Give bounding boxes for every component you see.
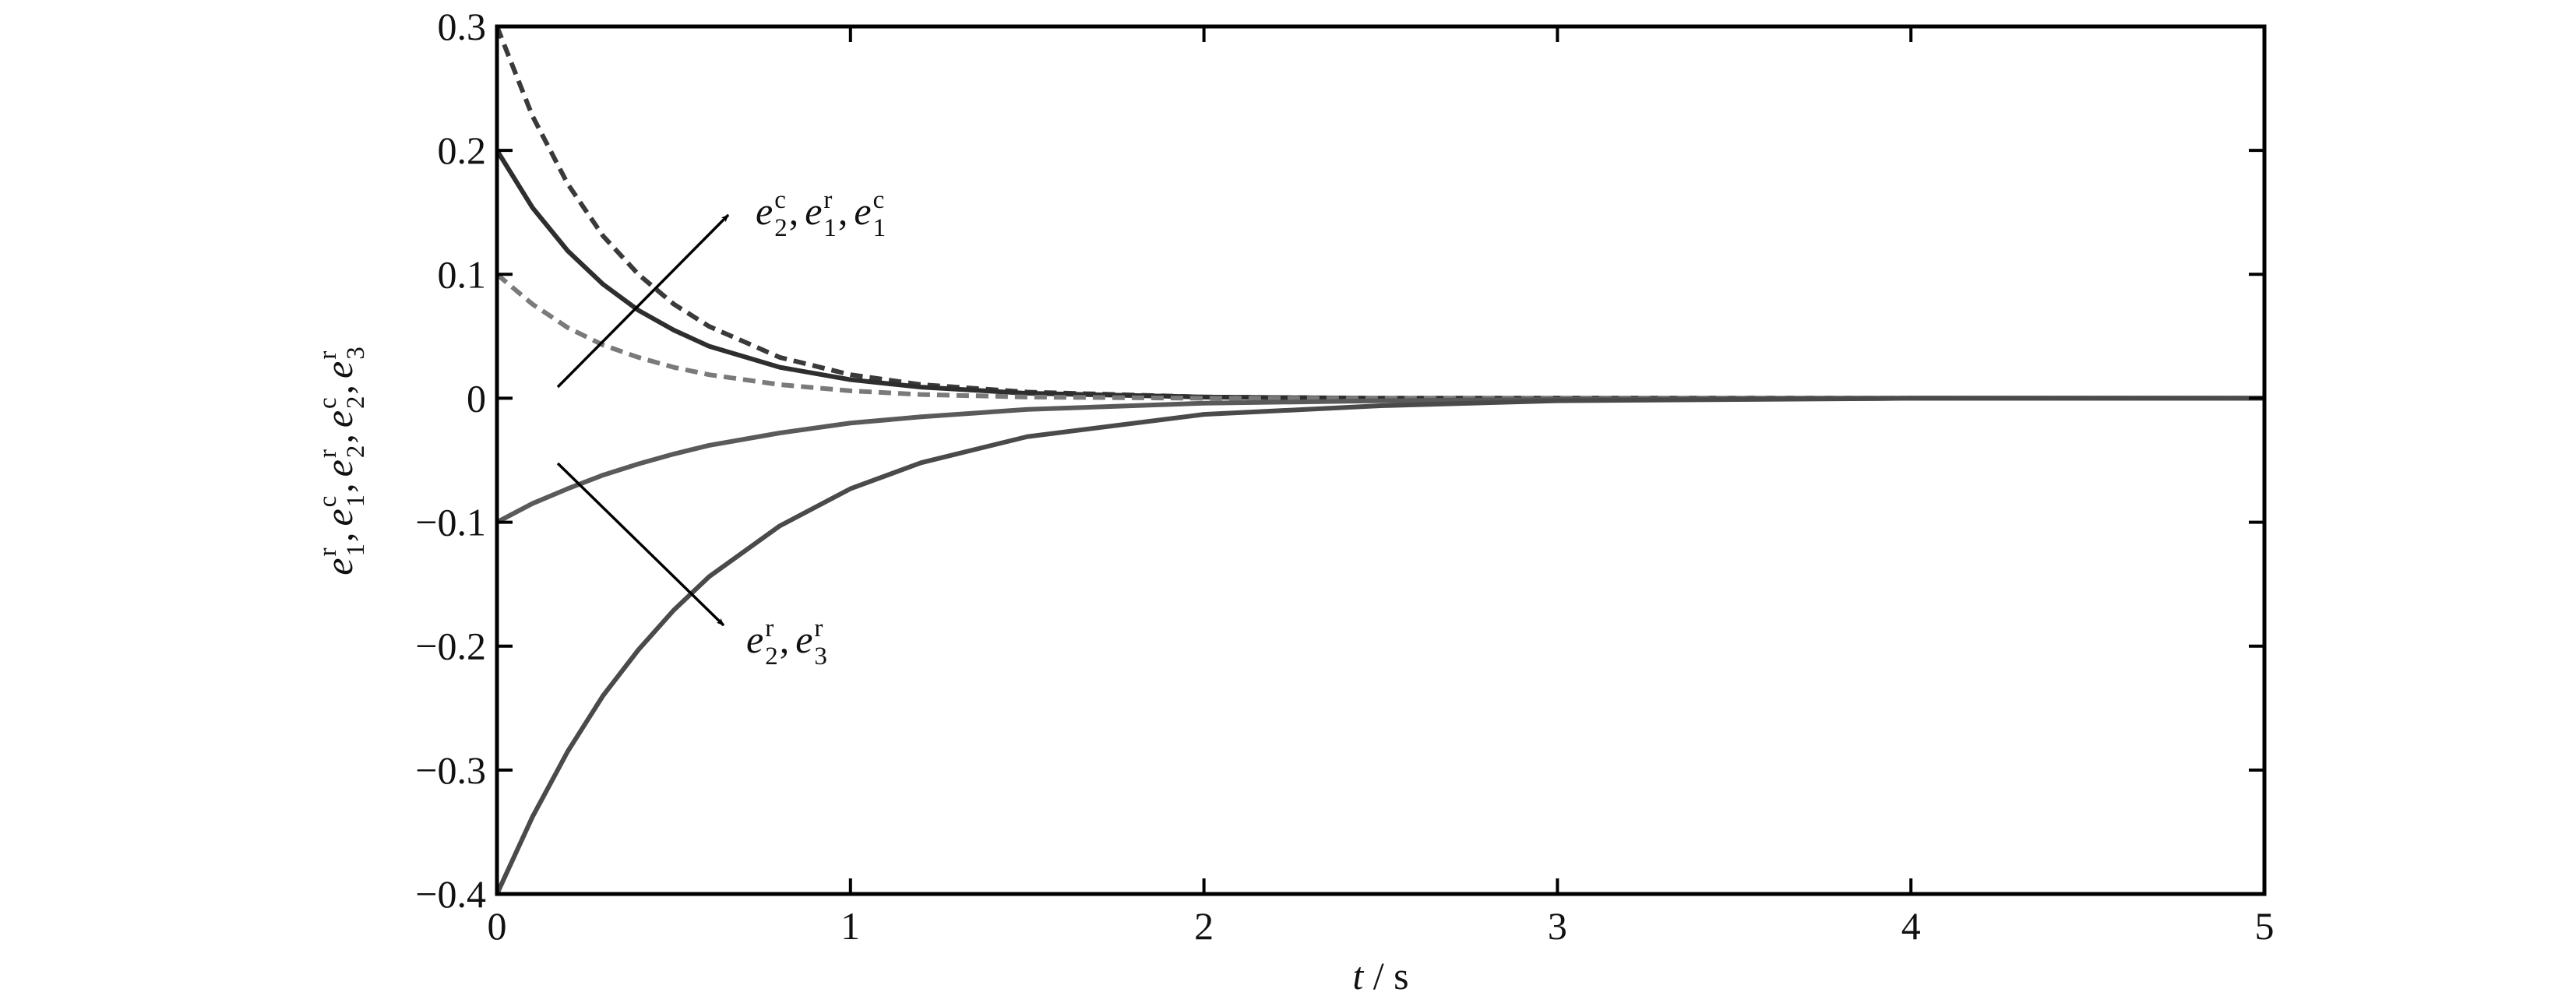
y-label-separator: , [317,434,361,444]
y-label-subscript: 1 [342,544,370,557]
annotation-subscript: 2 [774,214,788,242]
y-label-symbol: e [317,509,361,526]
annotation-superscript: c [873,186,885,214]
y-tick-label: −0.3 [415,748,486,792]
data-line [495,396,2264,896]
y-tick-label: −0.4 [415,872,486,916]
y-label-symbol: e [317,361,361,378]
annotation-subscript: 3 [814,642,827,670]
y-tick-label: −0.2 [415,625,486,668]
annotation-subscript: 1 [823,214,837,242]
y-label-superscript: r [314,351,342,360]
annotation: e c2, e r1, e c1 [756,186,886,242]
x-tick-label: 1 [840,904,860,948]
y-axis-label: er 1,ec 1,er 2,ec 2,er 3 [314,347,370,575]
y-tick-label: 0.1 [438,252,487,296]
x-axis-label: t / s [1352,954,1408,998]
annotation-symbol: e [854,189,871,233]
annotation-superscript: r [823,186,832,214]
x-label-separator: / [1373,954,1384,998]
y-label-subscript: 3 [342,347,370,360]
annotation-arrow [556,213,730,389]
y-label-symbol: e [317,459,361,477]
annotation-subscript: 1 [873,214,886,242]
y-label-separator: , [317,483,361,493]
y-label-superscript: r [314,449,342,458]
y-label-superscript: c [314,496,342,508]
annotation-subscript: 2 [765,642,778,670]
y-label-separator: , [317,533,361,543]
x-tick-label: 0 [488,904,507,948]
y-label-symbol: e [317,410,361,428]
x-tick-label: 3 [1548,904,1567,948]
annotation-symbol: e [805,189,822,233]
y-label-subscript: 1 [342,494,370,508]
annotation-separator: , [780,618,790,661]
y-label-superscript: c [314,397,342,409]
annotation-symbol: e [756,189,773,233]
annotation-superscript: c [774,186,786,214]
y-label-separator: , [317,385,361,395]
data-line [495,396,2264,525]
y-label-symbol: e [317,558,361,575]
y-label-subscript: 2 [342,445,370,459]
x-label-symbol: t [1352,954,1364,998]
x-tick-label: 5 [2255,904,2275,948]
annotation-superscript: r [765,614,774,642]
x-tick-label: 2 [1194,904,1214,948]
y-tick-label: 0.2 [438,128,487,172]
annotation-arrow [556,462,725,627]
x-label-unit: s [1394,954,1408,998]
y-tick-label: 0 [467,376,486,420]
annotation: e r2, e r3 [746,614,827,670]
y-tick-label: 0.3 [438,5,487,48]
plot-frame [495,24,2267,896]
annotation-superscript: r [814,614,823,642]
y-label-subscript: 2 [342,396,370,409]
y-label-superscript: r [314,548,342,557]
data-line [495,25,2264,401]
x-tick-label: 4 [1901,904,1921,948]
annotation-separator: , [838,189,848,233]
annotation-separator: , [789,189,799,233]
annotation-symbol: e [746,618,763,661]
annotation-symbol: e [795,618,812,661]
y-tick-label: −0.1 [415,501,486,544]
